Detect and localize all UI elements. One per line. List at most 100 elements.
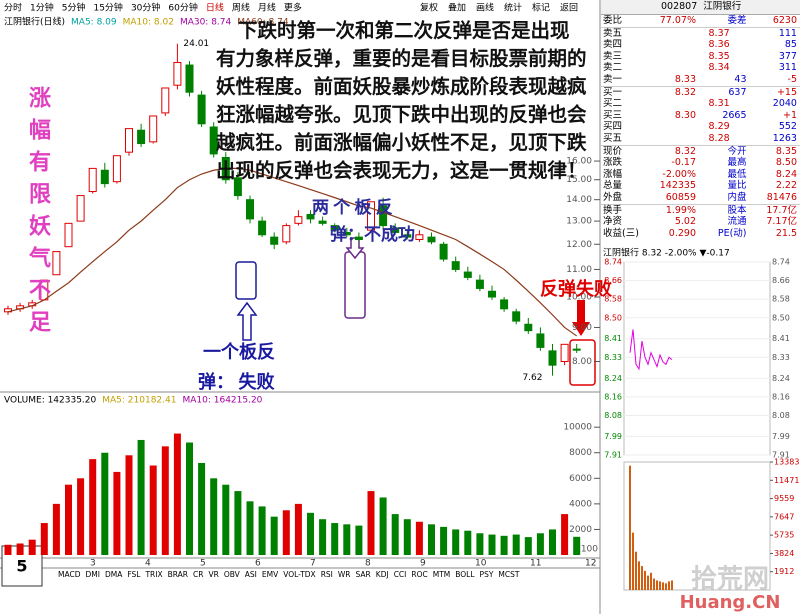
quote-cell: 311 [778, 62, 797, 74]
toolbar-tab[interactable]: 月线 [258, 2, 276, 14]
quote-cell: 142335 [659, 180, 696, 192]
indicator-tab[interactable]: BRAR [168, 570, 188, 579]
y-tick-label: 8.33 [604, 353, 622, 362]
quote-row: 外盘 60859 内盘 81476 [601, 192, 800, 205]
quote-cell: 8.29 [708, 121, 730, 133]
quote-cell: 现价 [603, 145, 623, 157]
y-tick-label: 4000 [569, 499, 592, 509]
quote-cell: +15 [776, 86, 797, 98]
volume-bar [28, 539, 36, 555]
indicator-tab[interactable]: KDJ [376, 570, 389, 579]
volume-bar [641, 566, 643, 590]
volume-bar [125, 455, 133, 555]
candle-body [524, 323, 533, 332]
quote-cell: 流通 [727, 216, 747, 228]
toolbar-button[interactable]: 复权 [420, 2, 438, 14]
candle-body [475, 279, 484, 289]
arrow-down [572, 300, 590, 336]
indicator-tab[interactable]: BOLL [455, 570, 475, 579]
volume-bar [89, 459, 97, 555]
quote-cell: PE(动) [717, 227, 747, 239]
indicator-tab[interactable]: MTM [433, 570, 451, 579]
quote-cell: 17.7亿 [766, 204, 797, 216]
y-tick-label: 10000 [563, 423, 592, 433]
volume-bar [573, 536, 581, 555]
volume-bar [234, 491, 242, 555]
candle-body [451, 261, 460, 270]
quote-row: 卖五 8.37 111 [601, 28, 800, 40]
candle-body [88, 167, 97, 193]
toolbar-tab[interactable]: 5分钟 [62, 2, 86, 14]
candle-body [342, 231, 351, 236]
indicator-tab[interactable]: VOL-TDX [283, 570, 315, 579]
indicator-tab[interactable]: VR [208, 570, 218, 579]
candle-body [282, 225, 291, 243]
annotation-side: 涨幅有限妖气不足 [26, 86, 51, 342]
indicator-tab[interactable]: OBV [224, 570, 241, 579]
stock-name: 江阴银行 [703, 1, 742, 12]
candle-body [112, 155, 121, 183]
volume-bar [650, 572, 652, 590]
quote-cell: 涨跌 [603, 157, 623, 169]
indicator-tab[interactable]: DMA [105, 570, 123, 579]
volume-bar [659, 581, 661, 590]
indicator-tab[interactable]: MACD [58, 570, 81, 579]
toolbar-button[interactable]: 标记 [532, 2, 550, 14]
quote-cell: 最低 [727, 168, 747, 180]
toolbar-tab[interactable]: 1分钟 [30, 2, 54, 14]
y-tick-label: 9.00 [572, 323, 592, 333]
toolbar-tab[interactable]: 周线 [232, 2, 250, 14]
quote-cell: 委差 [727, 15, 747, 26]
x-tick-label: 3 [90, 559, 96, 569]
indicator-tab[interactable]: EMV [262, 570, 279, 579]
indicator-tab[interactable]: ASI [245, 570, 257, 579]
toolbar-tab[interactable]: 日线 [206, 2, 224, 14]
quote-cell: 卖二 [603, 62, 623, 74]
volume-bar [629, 465, 631, 590]
toolbar-tab[interactable]: 更多 [284, 2, 302, 14]
min-label: 7.62 [522, 373, 542, 383]
indicator-tab[interactable]: RSI [321, 570, 333, 579]
quote-row: 买三 8.30 2665 +1 [601, 110, 800, 122]
y-tick-label: 8.41 [604, 334, 622, 343]
indicator-tab[interactable]: CCI [394, 570, 407, 579]
toolbar-tab[interactable]: 30分钟 [131, 2, 160, 14]
quote-row: 买二 8.31 2040 [601, 98, 800, 110]
indicator-tab[interactable]: CR [193, 570, 203, 579]
indicator-tab[interactable]: WR [338, 570, 351, 579]
annotation-text: 越疯狂。前面涨幅偏小妖性不足，见顶下跌 [216, 133, 587, 154]
indicator-tab[interactable]: ROC [411, 570, 427, 579]
indicator-tab[interactable]: DMI [85, 570, 99, 579]
candle-body [246, 199, 254, 220]
indicator-tab[interactable]: TRIX [144, 570, 162, 579]
quote-cell: 8.33 [674, 73, 696, 85]
indicator-tab[interactable]: SAR [356, 570, 371, 579]
toolbar-tab[interactable]: 分时 [4, 2, 22, 14]
quote-cell: 8.50 [775, 157, 797, 169]
candle-body [233, 177, 242, 197]
indicator-tab[interactable]: FSL [127, 570, 141, 579]
quote-cell: 8.32 [674, 86, 696, 98]
quote-cell: 今开 [727, 145, 747, 157]
legend-item: MA60: 8.74 [237, 18, 289, 28]
volume-bar [653, 578, 655, 590]
volume-bar [4, 544, 12, 555]
quote-cell: 总量 [603, 180, 623, 192]
volume-bar [464, 530, 472, 555]
annotation-text: 妖性程度。前面妖股暴炒炼成阶段表现越疯 [216, 77, 587, 98]
volume-bar [668, 581, 670, 590]
toolbar-tab[interactable]: 60分钟 [168, 2, 197, 14]
toolbar-button[interactable]: 统计 [504, 2, 522, 14]
candle-body [427, 236, 436, 243]
toolbar-tab[interactable]: 15分钟 [93, 2, 122, 14]
toolbar-button[interactable]: 叠加 [448, 3, 466, 14]
annotation-label: 两 个 板 反 [312, 198, 393, 217]
toolbar-button[interactable]: 返回 [560, 2, 578, 14]
quote-cell: 股本 [727, 204, 747, 216]
candle-body [137, 129, 146, 145]
toolbar-button[interactable]: 画线 [476, 2, 494, 14]
indicator-tab[interactable]: MCST [498, 570, 519, 579]
volume-bar [149, 465, 157, 555]
volume-bar [52, 503, 60, 555]
indicator-tab[interactable]: PSY [480, 570, 494, 579]
